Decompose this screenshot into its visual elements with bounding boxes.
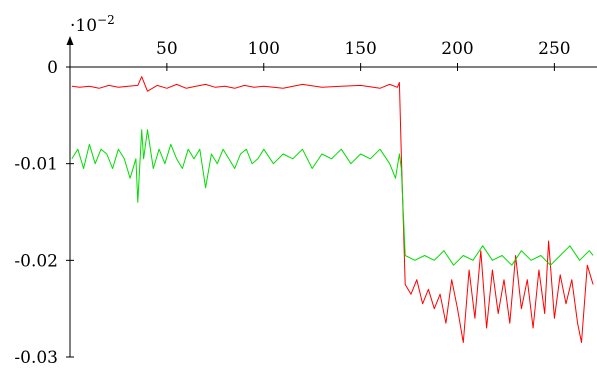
y-tick-label: 0 <box>47 58 58 78</box>
x-tick-label: 200 <box>441 39 473 59</box>
y-scale-base: ·10 <box>70 16 97 36</box>
x-tick-label: 150 <box>344 39 376 59</box>
y-scale-label: ·10−2 <box>70 13 115 36</box>
x-tick-label: 250 <box>538 39 570 59</box>
y-tick-label: -0.03 <box>14 348 58 368</box>
ticks-layer: 50 100 150 200 250 0 -0.01 -0.02 -0.03 <box>14 39 570 368</box>
series-layer <box>71 76 594 343</box>
y-scale-exponent: −2 <box>97 13 115 27</box>
x-tick-label: 100 <box>248 39 280 59</box>
axes-layer <box>66 36 597 357</box>
y-tick-label: -0.01 <box>14 155 58 175</box>
series-line-2 <box>71 129 594 266</box>
y-axis-arrow <box>66 36 74 45</box>
y-tick-label: -0.02 <box>14 251 58 271</box>
series-line-1 <box>71 76 594 343</box>
x-tick-label: 50 <box>156 39 178 59</box>
